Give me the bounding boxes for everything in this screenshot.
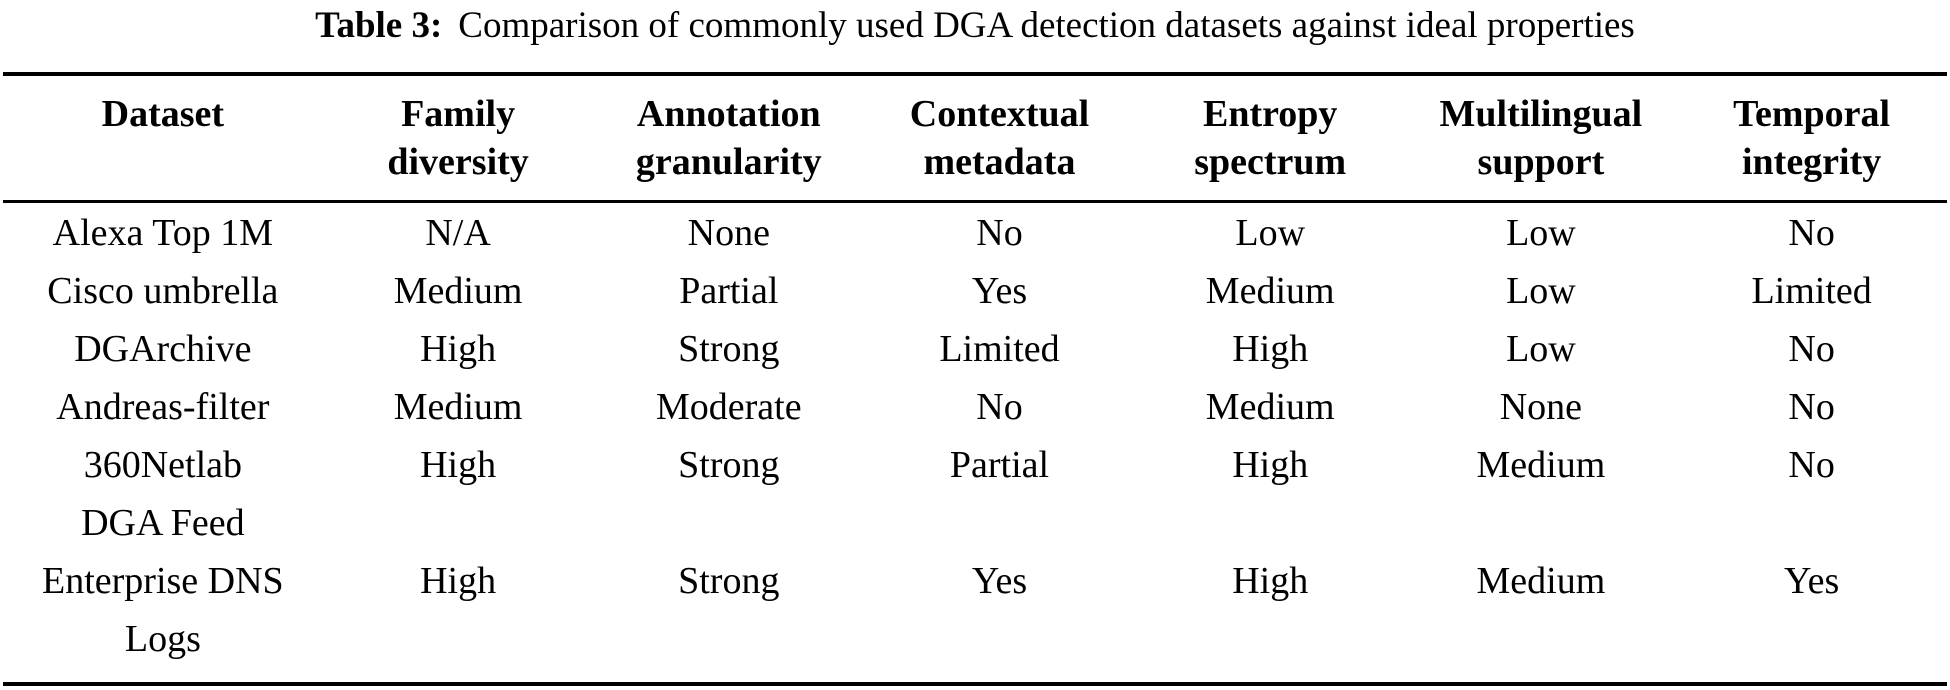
table-cell: Medium (1476, 560, 1606, 602)
dataset-name-cell: Cisco umbrella (3, 262, 323, 320)
table-cell: No (976, 386, 1023, 428)
table-cell: Medium (1205, 270, 1335, 312)
header-line: Contextual (909, 93, 1090, 135)
table-cell: Medium (393, 386, 523, 428)
table-cell: Limited (939, 328, 1060, 370)
table-cell: Strong (678, 444, 780, 486)
table-cell: Partial (679, 270, 779, 312)
table-caption-text: Comparison of commonly used DGA detectio… (458, 5, 1635, 46)
table-cell: High (1232, 560, 1309, 602)
column-header-temporal-integrity: Temporal integrity (1676, 74, 1947, 203)
table-cell: Medium (393, 270, 523, 312)
dataset-name-cell: DGArchive (3, 320, 323, 378)
header-line: diversity (387, 141, 529, 183)
comparison-table: Dataset Family diversity Annotation gran… (3, 72, 1947, 686)
table-cell: N/A (425, 212, 491, 254)
table-row-360netlab-dga-feed: 360Netlab DGA Feed High Strong Partial H… (3, 436, 1947, 552)
table-cell: Strong (678, 328, 780, 370)
dataset-name: Alexa Top 1M (52, 212, 274, 254)
table-cell: High (420, 444, 497, 486)
table-cell: No (1788, 386, 1835, 428)
header-line: integrity (1741, 141, 1882, 183)
dataset-name: 360Netlab (83, 444, 243, 486)
header-line: Multilingual (1439, 93, 1643, 135)
table-cell: Moderate (655, 386, 802, 428)
table-cell: No (1788, 328, 1835, 370)
table-row-enterprise-dns-logs: Enterprise DNS Logs High Strong Yes High… (3, 552, 1947, 684)
table-cell: No (976, 212, 1023, 254)
table-cell: Yes (971, 560, 1028, 602)
dataset-name: DGA Feed (81, 502, 245, 544)
header-line: Family (401, 93, 516, 135)
table-cell: Low (1235, 212, 1306, 254)
table-cell: Partial (949, 444, 1050, 486)
table-body: Alexa Top 1M N/A None No Low Low No Cisc… (3, 202, 1947, 685)
table-header: Dataset Family diversity Annotation gran… (3, 74, 1947, 203)
column-header-entropy-spectrum: Entropy spectrum (1134, 74, 1406, 203)
table-cell: Low (1506, 328, 1576, 370)
table-cell: High (1232, 328, 1309, 370)
header-line: Annotation (636, 93, 821, 135)
header-line: Dataset (101, 93, 225, 135)
table-cell: Yes (1783, 560, 1840, 602)
dataset-name: Cisco umbrella (47, 270, 279, 312)
dataset-name-cell: Alexa Top 1M (3, 202, 323, 263)
table-cell: High (420, 560, 497, 602)
dataset-name: Logs (124, 618, 201, 660)
column-header-dataset: Dataset (3, 74, 323, 203)
table-cell: Yes (971, 270, 1028, 312)
header-line: Temporal (1733, 93, 1891, 135)
dataset-name: DGArchive (74, 328, 252, 370)
dataset-name: Enterprise DNS (42, 560, 284, 602)
table-cell: Strong (678, 560, 780, 602)
header-row: Dataset Family diversity Annotation gran… (3, 74, 1947, 203)
table-caption: Table 3: Comparison of commonly used DGA … (0, 4, 1950, 48)
column-header-contextual-metadata: Contextual metadata (864, 74, 1135, 203)
table-cell: High (1232, 444, 1309, 486)
table-cell: Low (1506, 270, 1576, 312)
table-row-alexa-top-1m: Alexa Top 1M N/A None No Low Low No (3, 202, 1947, 263)
table-cell: Medium (1205, 386, 1335, 428)
table-cell: Medium (1476, 444, 1606, 486)
column-header-annotation-granularity: Annotation granularity (593, 74, 865, 203)
table-row-andreas-filter: Andreas-filter Medium Moderate No Medium… (3, 378, 1947, 436)
header-line: support (1477, 141, 1605, 183)
table-cell: Low (1506, 212, 1576, 254)
table-caption-label: Table 3: (315, 5, 443, 46)
table-row-cisco-umbrella: Cisco umbrella Medium Partial Yes Medium… (3, 262, 1947, 320)
dataset-name-cell: 360Netlab DGA Feed (3, 436, 323, 552)
table-cell: None (1499, 386, 1583, 428)
column-header-family-diversity: Family diversity (322, 74, 594, 203)
header-line: metadata (923, 141, 1076, 183)
table-row-dgarchive: DGArchive High Strong Limited High Low N… (3, 320, 1947, 378)
dataset-name: Andreas-filter (56, 386, 270, 428)
dataset-name-cell: Andreas-filter (3, 378, 323, 436)
header-line: granularity (635, 141, 822, 183)
table-cell: Limited (1751, 270, 1872, 312)
table-cell: No (1788, 444, 1835, 486)
dataset-name-cell: Enterprise DNS Logs (3, 552, 323, 684)
table-cell: None (687, 212, 770, 254)
column-header-multilingual-support: Multilingual support (1405, 74, 1677, 203)
header-line: spectrum (1194, 141, 1347, 183)
table-cell: High (420, 328, 497, 370)
header-line: Entropy (1202, 93, 1338, 135)
table-cell: No (1788, 212, 1835, 254)
